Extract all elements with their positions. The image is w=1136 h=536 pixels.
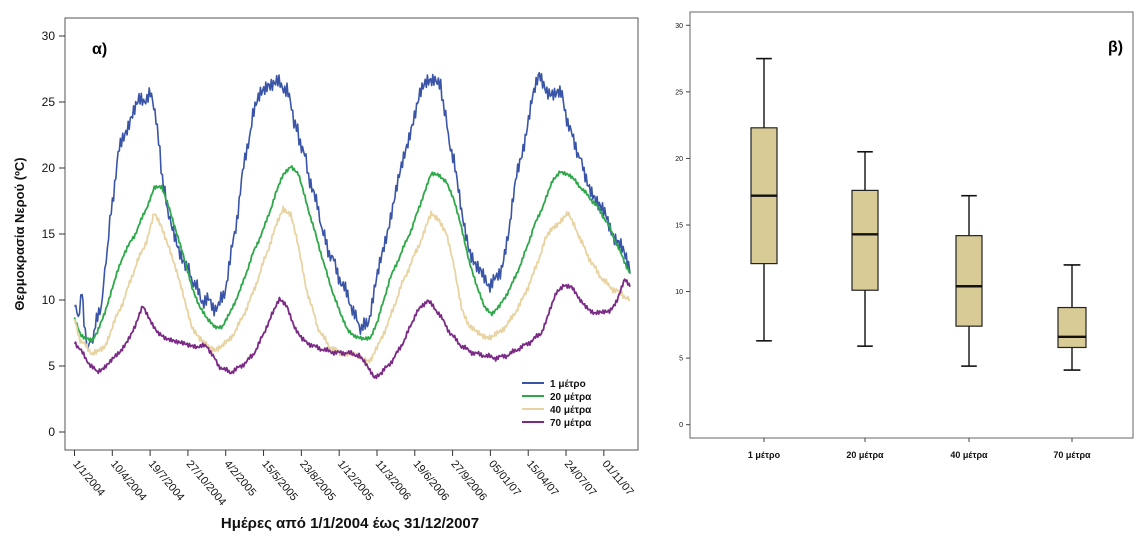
left-x-tick-label: 15/5/2005 <box>259 458 300 503</box>
right-y-tick-label: 5 <box>679 356 683 363</box>
left-line-chart: α) 0 5 10 15 20 25 30 1/1/2004 10/4/200419/7/20… <box>12 17 639 532</box>
right-box-plot: β) 0 5 10 15 20 25 30 1 μέτρο 20 μέτρα 40 μέτρα 7… <box>675 11 1134 460</box>
left-x-tick-label: 27/9/2006 <box>448 458 489 503</box>
right-y-tick-label: 20 <box>675 156 683 163</box>
left-x-tick-label: 10/4/2004 <box>108 458 149 503</box>
box-body <box>851 189 879 291</box>
right-panel-label: β) <box>1108 39 1123 56</box>
right-boxes-group <box>750 57 1087 371</box>
left-x-tick-label: 23/8/2005 <box>297 458 338 503</box>
right-x-tick-label: 40 μέτρα <box>950 450 988 460</box>
left-series-group <box>73 71 631 380</box>
box-body <box>955 235 983 327</box>
left-x-tick-label: 15/04/07 <box>524 458 561 499</box>
right-y-tick-label: 0 <box>679 422 683 429</box>
left-y-tick-label: 30 <box>42 29 56 43</box>
left-panel-label: α) <box>92 41 107 58</box>
left-y-tick-label: 20 <box>42 161 56 175</box>
left-y-tick-label: 25 <box>42 95 56 109</box>
left-y-axis-title: Θερμοκρασία Νερού (ºC) <box>12 157 27 310</box>
legend-label-1: 1 μέτρο <box>550 379 586 390</box>
left-y-axis: 0 5 10 15 20 25 30 <box>42 29 65 439</box>
series-line-1 <box>73 71 631 350</box>
legend-label-2: 20 μέτρα <box>550 392 592 403</box>
left-y-tick-label: 0 <box>48 425 55 439</box>
left-x-tick-label: 19/7/2004 <box>146 458 187 503</box>
legend-label-4: 70 μέτρα <box>550 418 592 429</box>
left-x-axis-title: Ημέρες από 1/1/2004 έως 31/12/2007 <box>221 515 479 532</box>
right-x-tick-label: 20 μέτρα <box>846 450 884 460</box>
left-x-tick-label: 01/11/07 <box>600 458 636 498</box>
right-y-tick-label: 15 <box>675 223 683 230</box>
right-x-tick-label: 1 μέτρο <box>748 450 781 460</box>
left-x-tick-label: 1/1/2004 <box>70 458 107 499</box>
left-x-axis: 1/1/2004 10/4/200419/7/200427/10/20044/2/… <box>70 450 636 508</box>
left-plot-area <box>64 17 639 451</box>
right-y-tick-label: 30 <box>675 23 683 30</box>
left-y-tick-label: 15 <box>42 227 56 241</box>
series-line-4 <box>73 278 631 380</box>
left-x-tick-label: 24/07/07 <box>562 458 599 499</box>
left-legend: 1 μέτρο 20 μέτρα 40 μέτρα 70 μέτρα <box>522 379 592 429</box>
series-line-2 <box>73 165 631 343</box>
left-x-tick-label: 19/6/2006 <box>410 458 451 503</box>
left-y-tick-label: 5 <box>48 359 55 373</box>
right-x-tick-label: 70 μέτρα <box>1053 450 1091 460</box>
left-x-tick-label: 11/3/2006 <box>373 458 413 503</box>
right-y-axis: 0 5 10 15 20 25 30 <box>675 23 690 429</box>
right-x-axis: 1 μέτρο 20 μέτρα 40 μέτρα 70 μέτρα <box>748 438 1091 460</box>
right-y-tick-label: 10 <box>675 289 683 296</box>
right-y-tick-label: 25 <box>675 89 683 96</box>
left-y-tick-label: 10 <box>42 293 56 307</box>
left-x-tick-label: 4/2/2005 <box>221 458 258 499</box>
box-body <box>1057 306 1087 349</box>
legend-label-3: 40 μέτρα <box>550 405 592 416</box>
left-x-tick-label: 05/01/07 <box>486 458 523 499</box>
left-x-tick-label: 1/12/2005 <box>335 458 376 503</box>
